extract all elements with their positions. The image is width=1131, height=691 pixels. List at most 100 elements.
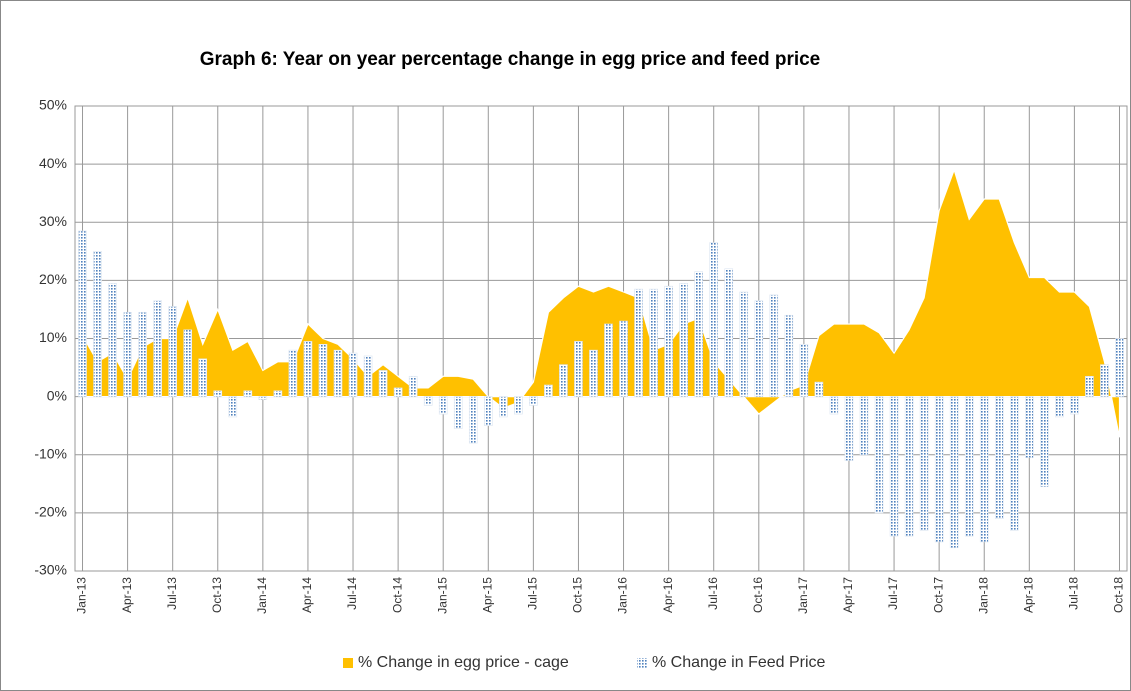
legend-label: % Change in egg price - cage [358,654,569,671]
x-tick-label: Apr-17 [841,577,855,613]
bar [243,390,253,397]
bar [183,329,193,397]
x-tick-label: Jul-18 [1067,577,1081,610]
bar [589,349,598,397]
bar [258,396,268,400]
chart-title: Graph 6: Year on year percentage change … [200,49,821,70]
bar [333,349,343,397]
bar [829,396,839,415]
bar [198,358,208,397]
x-tick-label: Oct-13 [210,577,224,613]
bar [363,355,373,397]
y-tick-label: -30% [34,562,67,578]
x-tick-label: Jan-15 [435,577,449,614]
bar [423,396,433,406]
bar [784,314,794,397]
bar [318,344,328,397]
x-tick-label: Jan-14 [255,577,269,614]
bar [1040,396,1049,488]
x-tick-label: Oct-14 [390,577,404,613]
bar [168,306,177,397]
x-tick-label: Apr-16 [661,577,675,613]
bar [964,396,974,537]
bar [228,396,238,418]
bar [1070,396,1079,415]
bar [934,396,944,543]
bar [514,396,523,415]
bar [904,396,914,537]
legend-label: % Change in Feed Price [652,654,826,671]
bar [979,396,989,543]
bar [1115,338,1124,397]
bar [288,349,298,397]
y-tick-label: 30% [39,213,67,229]
x-tick-label: Apr-14 [300,577,314,613]
bar [393,387,403,397]
bar [694,271,703,397]
bar [634,288,643,397]
bar [93,251,102,397]
bar [273,390,283,397]
bar [574,341,583,397]
y-tick-label: 40% [39,155,67,171]
y-tick-label: 10% [39,329,67,345]
bar [529,396,538,406]
y-tick-label: 50% [39,97,67,113]
x-tick-label: Oct-18 [1112,577,1126,613]
bar [468,396,478,444]
bar [483,396,493,426]
bar [1100,364,1109,397]
bar [619,320,628,397]
bar [559,364,568,397]
y-tick-label: -10% [34,445,67,461]
bar [994,396,1004,519]
x-tick-label: Oct-15 [571,577,585,613]
x-tick-label: Jul-17 [886,577,900,610]
bar [664,285,673,397]
bar [303,341,313,397]
bar [679,282,688,397]
x-tick-label: Jan-18 [976,577,990,614]
bar [799,344,809,397]
bar [739,291,749,397]
bar [213,390,223,397]
legend-swatch [637,658,647,668]
x-tick-label: Apr-15 [480,577,494,613]
bar [814,381,824,397]
bar [724,268,734,397]
x-tick-label: Jul-14 [345,577,359,610]
bar [1009,396,1019,531]
bar [123,312,132,397]
bar [544,384,553,397]
y-tick-label: 0% [47,387,67,403]
x-tick-label: Jul-15 [526,577,540,610]
bar [453,396,463,429]
bar [949,396,959,549]
bar [919,396,929,531]
bar [408,375,418,397]
bar [348,352,358,397]
bar [604,323,613,397]
bar [499,396,508,418]
bar [844,396,854,461]
x-tick-label: Jan-16 [616,577,630,614]
x-tick-label: Apr-18 [1021,577,1035,613]
bar [1055,396,1064,418]
bar [754,300,764,397]
x-tick-label: Jul-16 [706,577,720,610]
x-tick-label: Oct-16 [751,577,765,613]
x-tick-label: Jul-13 [165,577,179,610]
x-tick-label: Apr-13 [120,577,134,613]
bar [709,242,719,397]
bar [378,370,388,397]
bar [1025,396,1034,458]
y-tick-label: 20% [39,271,67,287]
bar [108,282,117,397]
x-tick-label: Jan-13 [75,577,89,614]
legend-swatch [343,658,353,668]
x-tick-label: Jan-17 [796,577,810,614]
bar [1085,375,1094,397]
bar [138,312,147,397]
bar [889,396,899,537]
